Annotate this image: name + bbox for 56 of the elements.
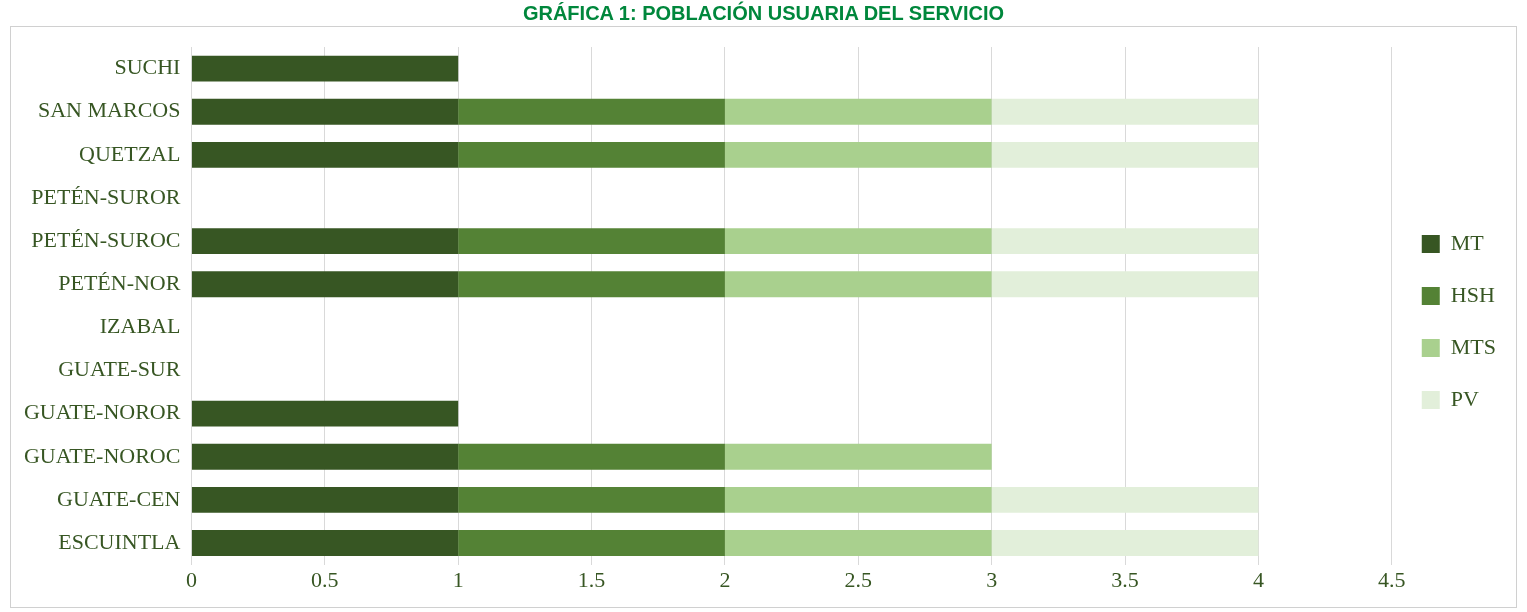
- y-tick-label: GUATE-NOROR: [23, 399, 181, 425]
- bar: [991, 271, 1259, 298]
- y-tick-label: QUETZAL: [79, 140, 181, 166]
- bar: [458, 443, 725, 470]
- x-tick-label: 0.5: [311, 566, 339, 592]
- bar: [191, 141, 459, 168]
- y-tick-label: ESCUINTLA: [58, 528, 181, 554]
- x-tick-label: 0: [185, 566, 197, 592]
- bar: [191, 55, 459, 82]
- y-tick-label: SUCHI: [114, 54, 181, 80]
- bar: [458, 141, 725, 168]
- bar: [724, 486, 992, 513]
- bar: [458, 228, 725, 255]
- y-tick-label: PETÉN-SUROC: [31, 226, 181, 252]
- bar: [458, 486, 725, 513]
- x-tick-label: 3.5: [1111, 566, 1139, 592]
- x-tick-label: 3: [986, 566, 998, 592]
- y-tick-label: SAN MARCOS: [38, 97, 181, 123]
- x-tick-label: 4: [1252, 566, 1264, 592]
- bar: [724, 141, 992, 168]
- y-tick-label: IZABAL: [99, 313, 181, 339]
- bar: [191, 443, 459, 470]
- x-tick-label: 1: [452, 566, 464, 592]
- x-tick-label: 2: [719, 566, 731, 592]
- legend-label: HSH: [1450, 281, 1495, 307]
- bar: [191, 530, 459, 556]
- legend-label: PV: [1450, 385, 1479, 411]
- bar: [724, 98, 992, 125]
- y-tick-label: PETÉN-SUROR: [31, 183, 181, 209]
- chart-title: GRÁFICA 1: POBLACIÓN USUARIA DEL SERVICIO: [521, 0, 1006, 26]
- y-tick-label: GUATE-SUR: [58, 356, 181, 382]
- bar: [191, 271, 459, 298]
- bar: [991, 486, 1259, 513]
- bar: [191, 486, 459, 513]
- bar: [991, 228, 1259, 255]
- legend-label: MT: [1450, 229, 1485, 255]
- bar: [191, 228, 459, 255]
- y-tick-label: PETÉN-NOR: [58, 270, 181, 296]
- bar: [191, 98, 459, 125]
- x-tick-label: 2.5: [844, 566, 873, 592]
- y-tick-label: GUATE-CEN: [57, 485, 181, 511]
- bar: [724, 530, 992, 556]
- legend-label: MTS: [1450, 333, 1497, 359]
- y-tick-label: GUATE-NOROC: [23, 442, 181, 468]
- bar: [991, 98, 1259, 125]
- x-tick-label: 1.5: [577, 566, 606, 592]
- bar: [724, 271, 992, 298]
- bar: [991, 141, 1259, 168]
- x-tick-label: 4.5: [1378, 566, 1406, 592]
- bar: [191, 400, 459, 427]
- bar: [458, 530, 725, 556]
- bar: [458, 271, 725, 298]
- bar: [458, 98, 725, 125]
- bar: [991, 530, 1259, 556]
- bar: [724, 443, 992, 470]
- bar: [724, 228, 992, 255]
